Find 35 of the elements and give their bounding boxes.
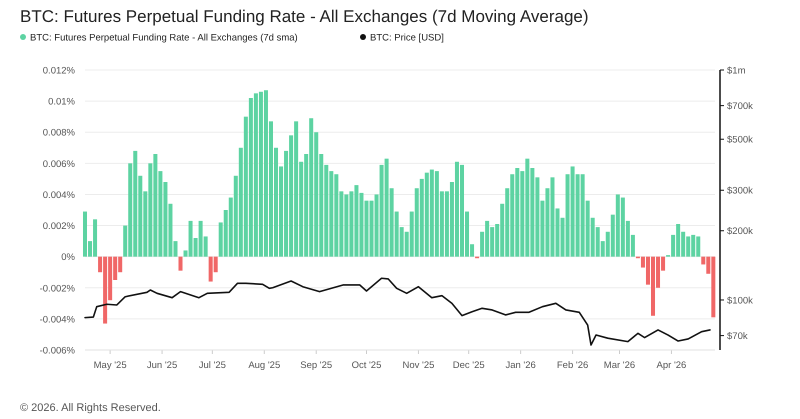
chart-title: BTC: Futures Perpetual Funding Rate - All Exchanges (7d Moving Average) — [20, 7, 589, 26]
legend-label: BTC: Price [USD] — [370, 32, 444, 44]
y2-tick-label: $500k — [727, 134, 754, 146]
y2-tick-label: $700k — [727, 101, 754, 112]
bar — [178, 256, 183, 271]
x-tick-label: Mar '26 — [604, 360, 636, 371]
y-tick-label: 0% — [61, 252, 76, 264]
line-series — [84, 277, 711, 346]
y-tick-label: 0.008% — [42, 128, 76, 139]
y-tick-label: 0.002% — [42, 221, 76, 232]
y2-tick-label: $200k — [727, 226, 754, 238]
x-tick-label: May '25 — [94, 360, 127, 371]
x-tick-label: Sep '25 — [300, 360, 332, 371]
y-tick-label: -0.006% — [40, 346, 76, 356]
y-tick-label: 0.01% — [48, 96, 76, 108]
y2-tick-label: $1m — [727, 66, 746, 76]
legend-label: BTC: Futures Perpetual Funding Rate - All Exchanges (7d sma) — [30, 32, 298, 44]
y-tick-label: -0.002% — [40, 283, 76, 294]
x-tick-label: Nov '25 — [402, 360, 434, 371]
y2-tick-label: $300k — [727, 186, 754, 197]
y-tick-label: 0.004% — [42, 190, 76, 201]
y-tick-label: 0.012% — [42, 66, 76, 76]
x-tick-label: Jan '26 — [505, 360, 536, 371]
y-tick-label: 0.006% — [42, 158, 76, 170]
x-tick-label: Feb '26 — [556, 360, 588, 371]
text: © 2026. All Rights Reserved. — [20, 402, 161, 414]
y2-tick-label: $70k — [727, 331, 748, 342]
x-tick-label: Oct '25 — [352, 360, 382, 371]
x-tick-label: Dec '25 — [452, 360, 485, 371]
x-tick-label: Jul '25 — [198, 360, 226, 371]
y-tick-label: -0.004% — [40, 314, 76, 326]
y2-tick-label: $100k — [727, 295, 754, 306]
x-tick-label: Apr '26 — [656, 360, 686, 371]
x-tick-label: Aug '25 — [248, 360, 280, 371]
x-tick-label: Jun '25 — [146, 360, 178, 371]
